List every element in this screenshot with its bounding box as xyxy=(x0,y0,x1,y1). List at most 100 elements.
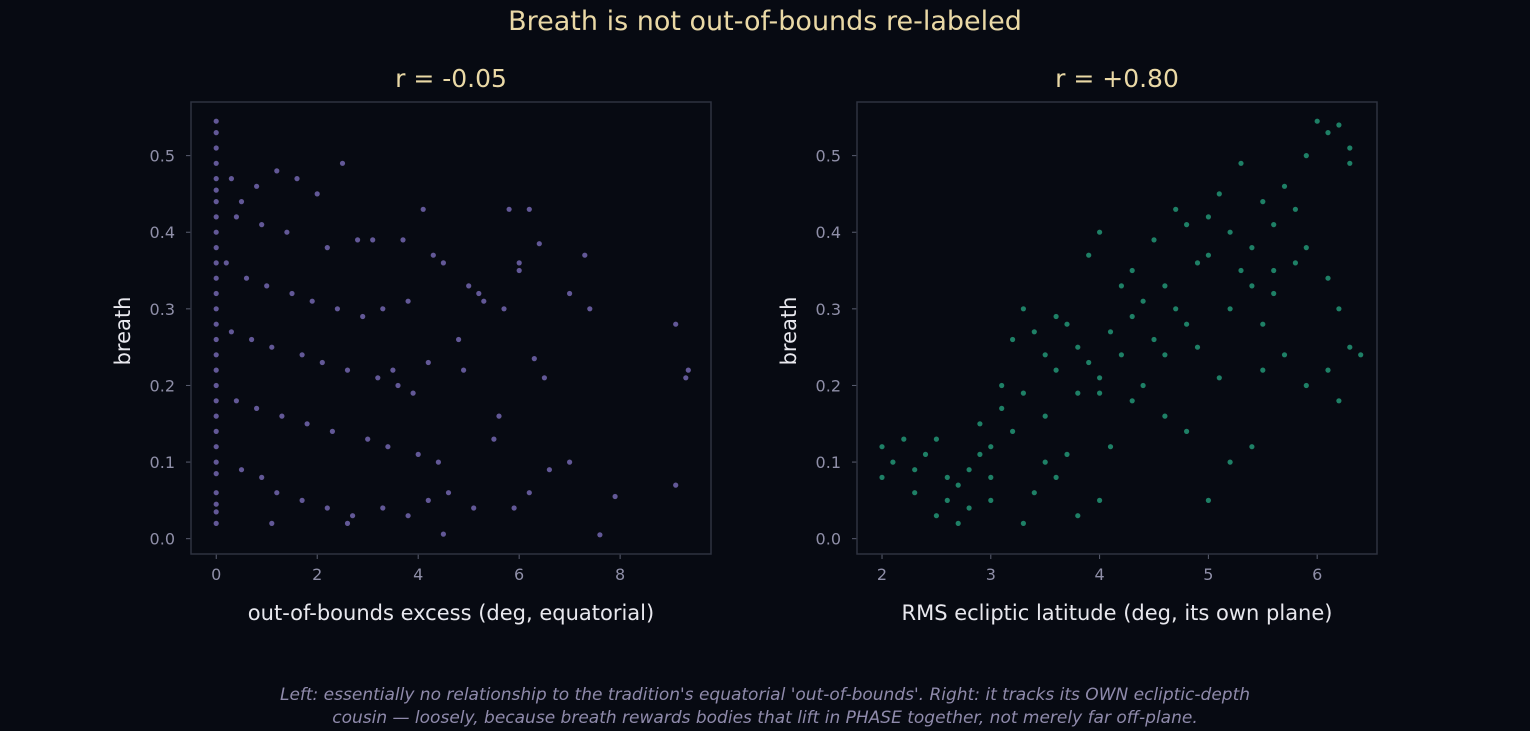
right-scatter-point-102 xyxy=(1053,313,1059,320)
right-scatter-point-15 xyxy=(977,451,983,457)
left-scatter-point-44 xyxy=(430,252,436,258)
right-y-tick-label: 0.0 xyxy=(816,530,841,549)
left-scatter-point-35 xyxy=(339,160,346,166)
right-scatter-point-4 xyxy=(912,467,918,473)
left-scatter-point-111 xyxy=(612,493,618,500)
left-scatter-point-31 xyxy=(254,183,260,189)
right-scatter-point-10 xyxy=(955,482,961,488)
right-scatter-point-99 xyxy=(1249,283,1255,289)
right-x-tick-label: 6 xyxy=(1312,565,1322,584)
left-scatter-point-75 xyxy=(319,359,325,366)
right-scatter-point-34 xyxy=(1075,344,1081,350)
left-scatter-point-51 xyxy=(582,252,588,258)
right-scatter-point-63 xyxy=(1347,145,1353,151)
right-scatter-point-64 xyxy=(1347,160,1353,166)
right-scatter-point-11 xyxy=(955,520,961,527)
left-scatter-point-81 xyxy=(425,359,431,366)
left-scatter-point-45 xyxy=(440,260,446,266)
left-scatter-point-61 xyxy=(309,298,315,304)
left-scatter-point-10 xyxy=(213,260,219,266)
right-scatter-point-83 xyxy=(1097,229,1103,235)
right-scatter-point-27 xyxy=(1097,497,1103,503)
left-scatter-point-43 xyxy=(420,206,426,212)
right-scatter-point-62 xyxy=(1336,122,1342,128)
right-scatter-point-49 xyxy=(1205,214,1211,220)
left-scatter-point-19 xyxy=(213,398,219,404)
left-scatter-point-100 xyxy=(274,490,280,496)
left-scatter-point-5 xyxy=(213,187,219,193)
left-scatter-point-30 xyxy=(238,199,245,205)
left-scatter-point-28 xyxy=(213,520,219,527)
left-scatter-point-107 xyxy=(445,490,452,496)
left-scatter-point-8 xyxy=(213,229,219,235)
left-scatter-point-99 xyxy=(259,474,265,480)
right-scatter-point-22 xyxy=(1031,490,1037,496)
left-scatter-point-93 xyxy=(435,459,441,465)
right-scatter-point-98 xyxy=(1303,245,1309,251)
left-scatter-point-90 xyxy=(365,436,371,442)
left-x-axis-label: out-of-bounds excess (deg, equatorial) xyxy=(248,601,654,625)
right-scatter-point-87 xyxy=(1271,290,1277,297)
right-scatter-point-41 xyxy=(1129,267,1135,274)
right-plot-frame xyxy=(856,101,1378,555)
left-scatter-point-56 xyxy=(683,375,689,381)
right-scatter-point-74 xyxy=(1249,444,1255,450)
left-scatter-point-104 xyxy=(380,505,386,511)
left-scatter-point-115 xyxy=(269,520,275,527)
right-scatter-point-55 xyxy=(1260,199,1266,205)
left-scatter-point-60 xyxy=(289,290,295,297)
right-scatter-point-13 xyxy=(966,467,972,473)
left-scatter-point-53 xyxy=(587,306,593,312)
left-scatter-point-65 xyxy=(405,298,411,304)
right-scatter-point-16 xyxy=(988,444,994,450)
right-scatter-point-91 xyxy=(988,497,994,503)
left-scatter-point-72 xyxy=(249,336,255,343)
right-scatter-point-38 xyxy=(1107,329,1114,335)
left-scatter-point-110 xyxy=(526,490,532,496)
right-scatter-point-94 xyxy=(1075,390,1081,396)
right-scatter-point-19 xyxy=(999,382,1005,389)
left-scatter-point-29 xyxy=(228,176,234,182)
right-scatter-point-70 xyxy=(1336,398,1342,404)
left-scatter-point-86 xyxy=(254,405,260,411)
right-scatter-point-71 xyxy=(1303,382,1309,389)
left-scatter-points xyxy=(213,118,691,538)
right-scatter-point-7 xyxy=(933,513,940,519)
left-scatter-point-50 xyxy=(536,241,542,247)
right-scatter-point-59 xyxy=(1303,153,1309,159)
left-scatter-point-98 xyxy=(238,467,245,473)
left-scatter-point-106 xyxy=(425,497,431,503)
left-scatter-point-13 xyxy=(213,306,219,312)
right-y-axis-label: breath xyxy=(777,297,801,366)
left-scatter-point-23 xyxy=(213,459,219,465)
caption-line-2: cousin — loosely, because breath rewards… xyxy=(332,708,1198,728)
left-scatter-point-46 xyxy=(466,283,472,289)
left-scatter-point-74 xyxy=(299,352,305,358)
left-scatter-point-22 xyxy=(213,444,219,450)
left-scatter-point-47 xyxy=(476,290,482,297)
left-scatter-point-38 xyxy=(284,229,290,235)
left-scatter-point-116 xyxy=(344,520,351,527)
left-scatter-point-33 xyxy=(294,176,300,182)
right-scatter-point-75 xyxy=(1205,497,1211,503)
right-x-tick-label: 3 xyxy=(986,565,996,584)
left-scatter-point-6 xyxy=(213,199,219,205)
left-scatter-point-89 xyxy=(329,428,335,434)
right-y-tick-label: 0.2 xyxy=(816,376,841,395)
left-scatter-point-34 xyxy=(314,191,320,197)
right-scatter-panel: r = +0.80 RMS ecliptic latitude (deg, it… xyxy=(777,64,1378,625)
left-scatter-point-76 xyxy=(344,367,351,373)
right-scatter-point-53 xyxy=(1238,267,1244,274)
right-scatter-point-48 xyxy=(1205,252,1211,258)
right-scatter-point-36 xyxy=(1097,375,1103,381)
left-x-tick-label: 8 xyxy=(615,565,625,584)
right-scatter-point-58 xyxy=(1292,206,1298,212)
left-x-tick-label: 2 xyxy=(312,565,322,584)
left-scatter-point-37 xyxy=(259,222,265,228)
left-scatter-point-59 xyxy=(264,283,270,289)
left-scatter-point-101 xyxy=(299,497,305,503)
left-scatter-point-40 xyxy=(355,237,361,243)
right-scatter-point-24 xyxy=(1053,474,1059,480)
left-scatter-point-7 xyxy=(213,214,219,220)
